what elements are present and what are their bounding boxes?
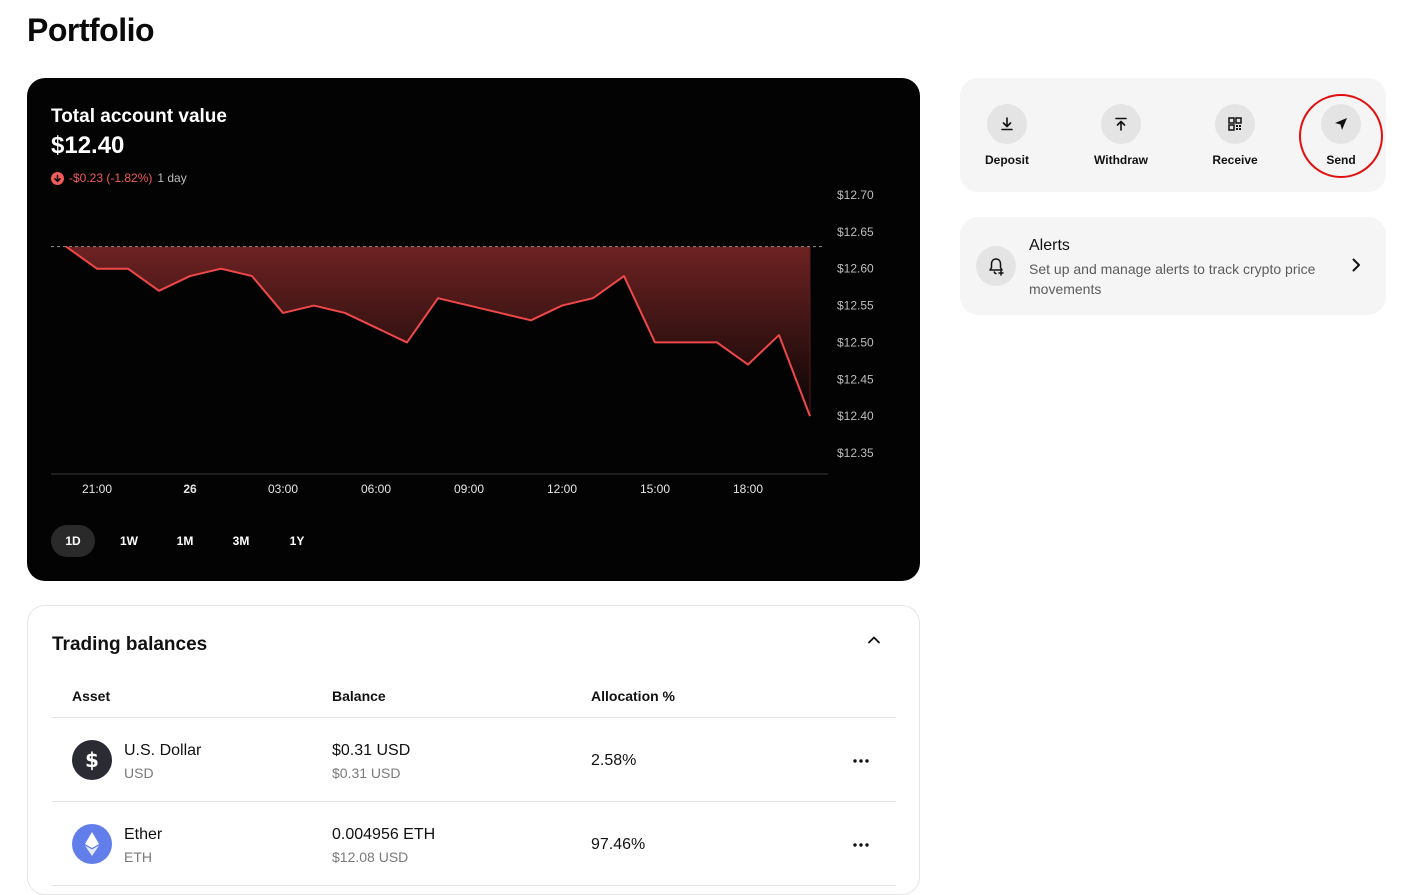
x-tick-label: 06:00 — [361, 482, 391, 496]
svg-text:$: $ — [85, 748, 99, 772]
deposit-label: Deposit — [984, 153, 1029, 167]
alerts-title: Alerts — [1029, 237, 1070, 254]
table-row[interactable]: $ U.S. Dollar USD $0.31 USD $0.31 USD 2.… — [52, 718, 896, 802]
y-tick-label: $12.40 — [837, 409, 874, 423]
account-value-label: Total account value — [51, 106, 227, 127]
chart-series-line — [65, 245, 811, 417]
x-tick-label: 26 — [183, 482, 197, 496]
x-tick-label: 18:00 — [733, 482, 763, 496]
withdraw-icon — [1101, 104, 1141, 144]
receive-label: Receive — [1212, 153, 1258, 167]
more-options-icon[interactable] — [852, 752, 870, 775]
time-range-selector: 1D 1W 1M 3M 1Y — [51, 525, 319, 557]
dollar-icon: $ — [72, 740, 112, 780]
y-tick-label: $12.65 — [837, 225, 874, 239]
chevron-right-icon — [1348, 257, 1364, 278]
asset-balance-usd: $0.31 USD — [332, 765, 401, 781]
x-tick-label: 15:00 — [640, 482, 670, 496]
arrow-down-circle-icon — [51, 171, 64, 185]
chart-area-fill — [66, 246, 810, 417]
receive-button[interactable]: Receive — [1195, 104, 1275, 167]
alerts-card[interactable]: Alerts Set up and manage alerts to track… — [960, 217, 1386, 315]
range-1w-button[interactable]: 1W — [107, 525, 151, 557]
asset-symbol: ETH — [124, 849, 152, 865]
send-highlight-annotation — [1299, 94, 1383, 178]
asset-balance: 0.004956 ETH — [332, 826, 436, 843]
range-1d-button[interactable]: 1D — [51, 525, 95, 557]
chevron-up-icon[interactable] — [866, 632, 882, 653]
range-1y-button[interactable]: 1Y — [275, 525, 319, 557]
account-change-row: -$0.23 (-1.82%) 1 day — [51, 171, 187, 185]
asset-balance-usd: $12.08 USD — [332, 849, 409, 865]
x-tick-label: 09:00 — [454, 482, 484, 496]
range-1m-button[interactable]: 1M — [163, 525, 207, 557]
more-options-icon[interactable] — [852, 836, 870, 859]
portfolio-line-chart[interactable]: $12.70 $12.65 $12.60 $12.55 $12.50 $12.45 $12.… — [27, 78, 920, 581]
alerts-description: Set up and manage alerts to track crypto… — [1029, 261, 1316, 297]
y-tick-label: $12.50 — [837, 335, 874, 349]
asset-allocation: 97.46% — [591, 836, 646, 853]
account-value: $12.40 — [51, 132, 125, 159]
asset-allocation: 2.58% — [591, 752, 637, 769]
account-change: -$0.23 (-1.82%) — [69, 171, 153, 185]
y-tick-label: $12.45 — [837, 372, 874, 386]
ethereum-icon — [72, 824, 112, 864]
table-row[interactable]: Ether ETH 0.004956 ETH $12.08 USD 97.46% — [52, 802, 896, 886]
y-tick-label: $12.70 — [837, 188, 874, 202]
range-3m-button[interactable]: 3M — [219, 525, 263, 557]
bell-plus-icon — [976, 246, 1016, 286]
withdraw-label: Withdraw — [1094, 153, 1148, 167]
balances-table-header: Asset Balance Allocation % — [52, 688, 896, 718]
asset-symbol: USD — [124, 765, 154, 781]
asset-name: Ether — [124, 826, 163, 843]
trading-balances-card: Trading balances Asset Balance Allocatio… — [27, 605, 920, 895]
account-value-card: Total account value $12.40 -$0.23 (-1.82… — [27, 78, 920, 581]
page-title: Portfolio — [27, 12, 155, 48]
asset-balance: $0.31 USD — [332, 742, 411, 759]
quick-actions-card: Deposit Withdraw Receive Send — [960, 78, 1386, 192]
x-tick-label: 12:00 — [547, 482, 577, 496]
account-change-period: 1 day — [157, 171, 187, 185]
x-tick-label: 21:00 — [82, 482, 112, 496]
asset-name: U.S. Dollar — [124, 742, 202, 759]
withdraw-button[interactable]: Withdraw — [1081, 104, 1161, 167]
y-tick-label: $12.35 — [837, 446, 874, 460]
qr-code-icon — [1215, 104, 1255, 144]
trading-balances-title: Trading balances — [52, 634, 208, 655]
deposit-button[interactable]: Deposit — [967, 104, 1047, 167]
deposit-icon — [987, 104, 1027, 144]
y-tick-label: $12.60 — [837, 262, 874, 276]
y-tick-label: $12.55 — [837, 299, 874, 313]
column-allocation: Allocation % — [591, 688, 676, 704]
x-tick-label: 03:00 — [268, 482, 298, 496]
column-asset: Asset — [72, 688, 111, 704]
column-balance: Balance — [332, 688, 386, 704]
